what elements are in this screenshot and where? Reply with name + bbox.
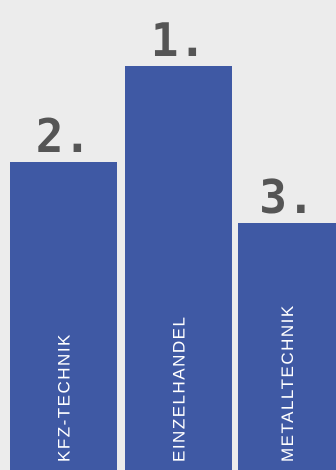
bar-metalltechnik [238,223,336,470]
category-label: EINZELHANDEL [170,316,189,462]
rank-label: 2. [36,109,91,163]
rank-label: 1. [151,13,206,67]
category-label: KFZ-TECHNIK [55,333,74,462]
bar-kfz-technik [10,162,117,470]
category-label: METALLTECHNIK [278,304,297,462]
bars-group: 2. KFZ-TECHNIK 1. EINZELHANDEL 3. METALLTECHN… [10,13,336,470]
bar-einzelhandel [125,66,232,470]
rank-label: 3. [259,170,314,224]
